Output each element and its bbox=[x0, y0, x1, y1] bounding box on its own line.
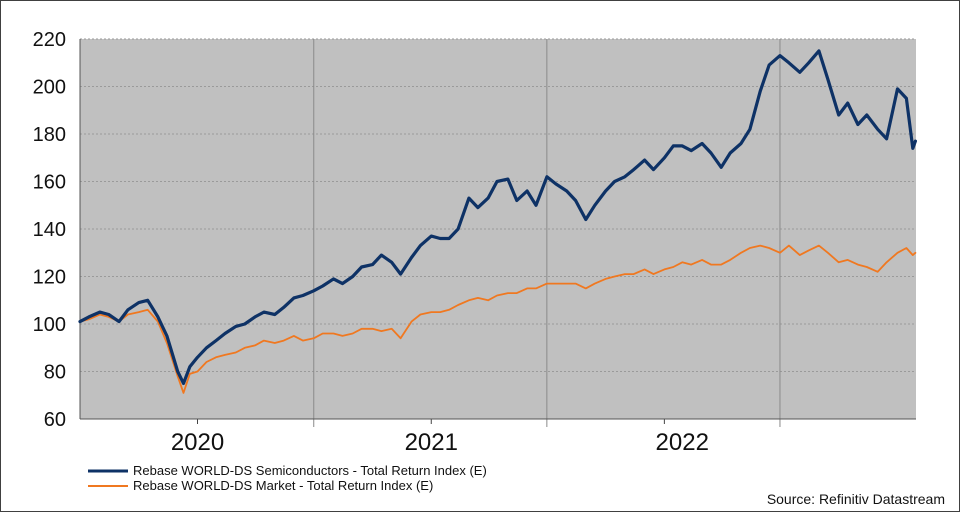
series-line-market bbox=[79, 244, 917, 394]
y-tick-label: 100 bbox=[33, 314, 66, 336]
y-tick-label: 220 bbox=[33, 29, 66, 51]
legend: Rebase WORLD-DS Semiconductors - Total R… bbox=[88, 463, 487, 493]
y-tick-label: 60 bbox=[44, 409, 66, 431]
vertical-gridlines bbox=[197, 39, 781, 427]
y-tick-label: 120 bbox=[33, 267, 66, 289]
y-tick-label: 160 bbox=[33, 172, 66, 194]
axis-lines bbox=[79, 39, 916, 420]
y-tick-label: 200 bbox=[33, 77, 66, 99]
x-tick-label: 2020 bbox=[171, 429, 224, 456]
y-tick-label: 80 bbox=[44, 362, 66, 384]
source-note: Source: Refinitiv Datastream bbox=[767, 491, 945, 507]
y-tick-label: 180 bbox=[33, 124, 66, 146]
y-axis-tick-labels: 60 80 100 120 140 160 180 200 220 bbox=[33, 29, 66, 431]
series-layer bbox=[78, 49, 917, 394]
legend-label: Rebase WORLD-DS Semiconductors - Total R… bbox=[133, 463, 487, 478]
legend-label: Rebase WORLD-DS Market - Total Return In… bbox=[133, 478, 433, 493]
x-tick-label: 2022 bbox=[656, 429, 709, 456]
x-axis-tick-labels: 2020 2021 2022 bbox=[171, 429, 709, 456]
series-line-semiconductors bbox=[78, 49, 917, 385]
y-tick-label: 140 bbox=[33, 219, 66, 241]
horizontal-gridlines bbox=[80, 38, 916, 372]
x-tick-label: 2021 bbox=[405, 429, 458, 456]
